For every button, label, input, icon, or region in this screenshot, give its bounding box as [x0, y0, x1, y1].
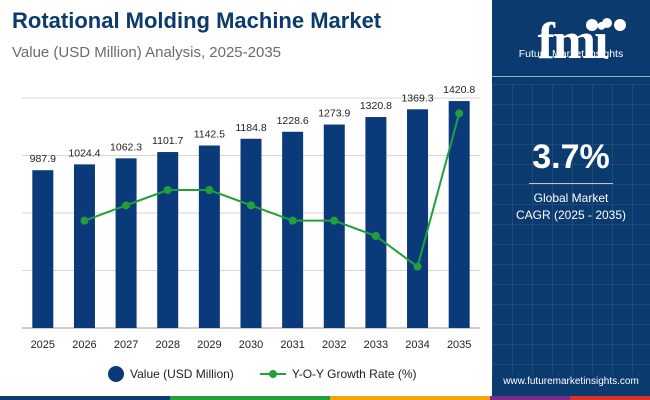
bar-label-2027: 1062.3 [110, 141, 142, 153]
growth-point-2030 [247, 201, 255, 210]
cagr-label-line2: CAGR (2025 - 2035) [515, 208, 627, 222]
growth-point-2029 [205, 186, 214, 194]
bar-label-2025: 987.9 [30, 153, 56, 165]
logo-globe-icon-2 [602, 18, 612, 28]
x-tick-2034: 2034 [405, 339, 429, 351]
x-tick-2032: 2032 [322, 339, 346, 351]
growth-line-series [80, 109, 464, 271]
chart-title: Rotational Molding Machine Market [12, 8, 382, 33]
bar-label-2028: 1101.7 [152, 135, 183, 147]
chart-subtitle: Value (USD Million) Analysis, 2025-2035 [12, 44, 282, 61]
growth-point-2034 [413, 262, 422, 271]
x-tick-2027: 2027 [114, 339, 138, 351]
bottom-bar-segment [0, 396, 170, 400]
bottom-bar-segment [170, 396, 330, 400]
bar-label-2031: 1228.6 [277, 115, 309, 127]
growth-point-2027 [122, 201, 131, 210]
bar-label-2030: 1184.8 [235, 122, 266, 134]
fmi-logo: fmi [537, 13, 626, 70]
x-tick-2028: 2028 [155, 339, 179, 351]
logo-letters: fmi [537, 13, 608, 70]
bar-label-2026: 1024.4 [68, 147, 100, 159]
cagr-label-line1: Global Market [533, 191, 609, 205]
bar-2030 [240, 138, 262, 328]
bottom-bar-segment [570, 396, 650, 400]
bar-label-2034: 1369.3 [401, 92, 433, 104]
growth-point-2033 [371, 232, 380, 240]
cagr-label: Global Market CAGR (2025 - 2035) [492, 190, 650, 224]
x-tick-2033: 2033 [364, 339, 388, 351]
growth-point-2028 [163, 186, 172, 194]
legend: Value (USD Million) Y-O-Y Growth Rate (%… [108, 366, 417, 382]
x-tick-2030: 2030 [239, 339, 263, 351]
cagr-divider [529, 183, 613, 184]
logo-divider [492, 76, 650, 77]
bar-2031 [282, 131, 304, 328]
panel-pattern [492, 84, 650, 374]
x-tick-2035: 2035 [447, 339, 471, 351]
bar-2033 [365, 117, 387, 329]
bar-2032 [323, 124, 345, 328]
bar-label-2029: 1142.5 [194, 129, 225, 141]
bar-2025 [32, 170, 54, 328]
bottom-bar-segment [490, 396, 570, 400]
bar-label-2035: 1420.8 [443, 84, 475, 96]
growth-point-2035 [455, 109, 464, 118]
bar-2026 [73, 164, 95, 328]
side-panel: fmi Future Market Insights 3.7% Global M… [492, 0, 650, 400]
bar-2028 [157, 152, 179, 328]
x-axis-ticks: 2025 2026 2027 2028 2029 2030 2031 2032 2033 2034… [31, 339, 472, 351]
logo-globe-icon [586, 19, 598, 31]
legend-bar-label: Value (USD Million) [130, 367, 234, 381]
brand-name: Future Market Insights [518, 48, 624, 60]
bottom-bar-segment [330, 396, 490, 400]
growth-point-2026 [80, 216, 89, 225]
bar-label-2032: 1273.9 [318, 108, 350, 120]
growth-line [84, 113, 461, 269]
x-tick-2031: 2031 [280, 339, 304, 351]
legend-line-label: Y-O-Y Growth Rate (%) [291, 367, 417, 381]
chart-area: 987.9 1024.4 1062.3 1101.7 1142.5 1184.8 1228.… [22, 84, 480, 351]
bar-value-labels: 987.9 1024.4 1062.3 1101.7 1142.5 1184.8 1228.… [30, 84, 476, 165]
cagr-value: 3.7% [532, 138, 610, 176]
bar-2035 [448, 101, 470, 328]
legend-bar-swatch [108, 366, 124, 382]
bottom-color-bar [0, 396, 650, 400]
bar-2034 [407, 109, 429, 328]
bar-series [32, 101, 470, 329]
x-tick-2025: 2025 [31, 339, 55, 351]
growth-point-2031 [288, 216, 297, 225]
x-tick-2029: 2029 [197, 339, 221, 351]
bar-2027 [115, 158, 137, 328]
bar-label-2033: 1320.8 [360, 100, 392, 112]
legend-line-swatch [259, 369, 286, 379]
bar-2029 [198, 145, 220, 328]
growth-point-2032 [330, 216, 339, 225]
logo-globe-icon-3 [614, 19, 626, 31]
website-link[interactable]: www.futuremarketinsights.com [503, 376, 639, 387]
x-tick-2026: 2026 [72, 339, 96, 351]
